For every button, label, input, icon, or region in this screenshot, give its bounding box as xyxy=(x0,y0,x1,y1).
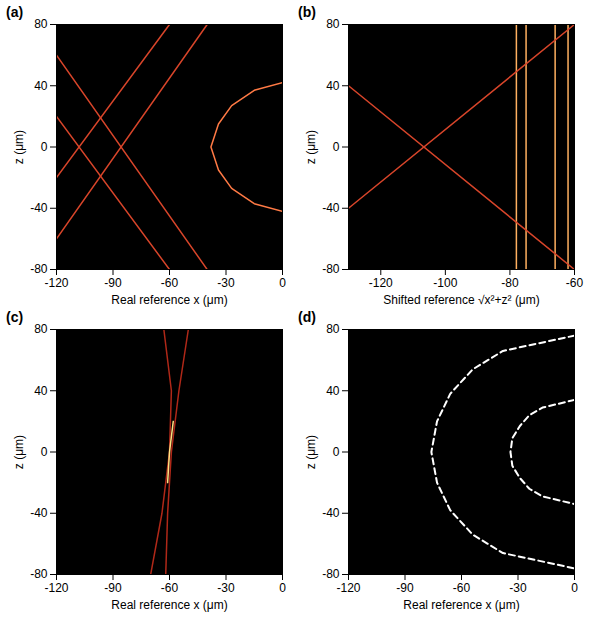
svg-text:80: 80 xyxy=(34,17,48,31)
svg-text:-30: -30 xyxy=(509,581,527,595)
svg-text:-60: -60 xyxy=(161,581,179,595)
html-text:(d): (d) xyxy=(298,309,316,325)
svg-text:80: 80 xyxy=(34,322,48,336)
svg-text:-60: -60 xyxy=(566,276,584,290)
svg-text:Shifted reference √x²+z² (μm): Shifted reference √x²+z² (μm) xyxy=(383,293,540,307)
svg-text:z (μm): z (μm) xyxy=(12,435,26,469)
svg-text:-120: -120 xyxy=(336,581,360,595)
svg-text:z (μm): z (μm) xyxy=(12,130,26,164)
svg-text:0: 0 xyxy=(41,140,48,154)
html-text:(a): (a) xyxy=(6,4,24,20)
svg-text:-80: -80 xyxy=(322,262,340,276)
svg-text:-100: -100 xyxy=(433,276,457,290)
svg-text:-40: -40 xyxy=(30,506,48,520)
svg-text:-40: -40 xyxy=(322,201,340,215)
svg-text:Real reference x (μm): Real reference x (μm) xyxy=(111,598,227,612)
svg-text:40: 40 xyxy=(326,79,340,93)
svg-text:0: 0 xyxy=(41,445,48,459)
svg-text:0: 0 xyxy=(279,581,286,595)
svg-text:-80: -80 xyxy=(501,276,519,290)
svg-text:80: 80 xyxy=(326,17,340,31)
svg-text:-90: -90 xyxy=(104,276,122,290)
svg-text:80: 80 xyxy=(326,322,340,336)
svg-text:0: 0 xyxy=(279,276,286,290)
svg-text:Real reference x (μm): Real reference x (μm) xyxy=(111,293,227,307)
html-text:(c): (c) xyxy=(6,309,24,325)
svg-text:40: 40 xyxy=(34,79,48,93)
svg-text:-30: -30 xyxy=(217,581,235,595)
svg-text:-90: -90 xyxy=(396,581,414,595)
svg-text:z (μm): z (μm) xyxy=(304,435,318,469)
svg-text:-40: -40 xyxy=(30,201,48,215)
html-text:(b): (b) xyxy=(298,4,316,20)
svg-text:0: 0 xyxy=(333,445,340,459)
svg-text:-120: -120 xyxy=(369,276,393,290)
svg-text:-120: -120 xyxy=(44,276,68,290)
svg-text:40: 40 xyxy=(34,384,48,398)
svg-text:-80: -80 xyxy=(30,567,48,581)
svg-text:0: 0 xyxy=(333,140,340,154)
svg-text:-30: -30 xyxy=(217,276,235,290)
svg-text:Real reference x (μm): Real reference x (μm) xyxy=(403,598,519,612)
svg-text:-60: -60 xyxy=(453,581,471,595)
svg-text:-120: -120 xyxy=(44,581,68,595)
svg-text:0: 0 xyxy=(571,581,578,595)
svg-text:-60: -60 xyxy=(161,276,179,290)
svg-text:40: 40 xyxy=(326,384,340,398)
svg-text:-80: -80 xyxy=(322,567,340,581)
svg-text:-80: -80 xyxy=(30,262,48,276)
svg-text:z (μm): z (μm) xyxy=(304,130,318,164)
svg-text:-40: -40 xyxy=(322,506,340,520)
svg-text:-90: -90 xyxy=(104,581,122,595)
